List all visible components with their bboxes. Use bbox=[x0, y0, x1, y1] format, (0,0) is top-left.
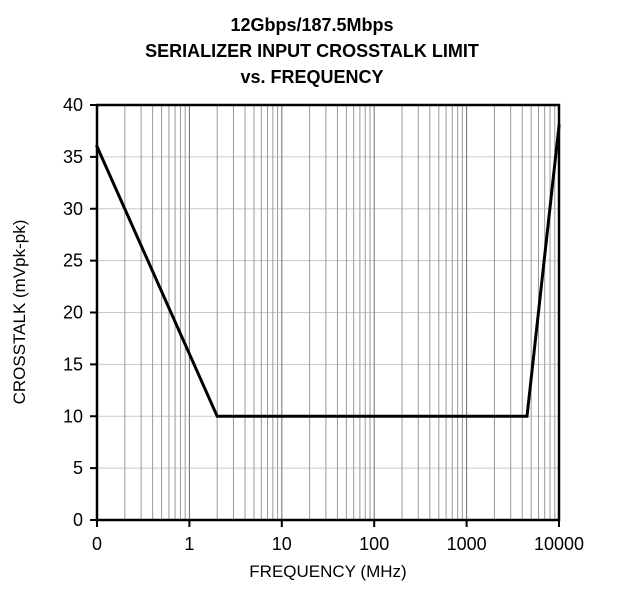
y-tick-label: 40 bbox=[63, 95, 83, 115]
x-tick-label: 0 bbox=[92, 534, 102, 554]
y-tick-label: 5 bbox=[73, 458, 83, 478]
y-tick-label: 10 bbox=[63, 406, 83, 426]
y-tick-label: 30 bbox=[63, 199, 83, 219]
y-tick-label: 35 bbox=[63, 147, 83, 167]
x-tick-label: 1000 bbox=[447, 534, 487, 554]
chart-title-line-1: 12Gbps/187.5Mbps bbox=[230, 15, 394, 35]
y-tick-label: 20 bbox=[63, 303, 83, 323]
x-tick-label: 100 bbox=[359, 534, 389, 554]
chart-title-line-2: SERIALIZER INPUT CROSSTALK LIMIT bbox=[145, 41, 479, 61]
y-axis-label: CROSSTALK (mVpk-pk) bbox=[10, 219, 29, 405]
x-axis-label: FREQUENCY (MHz) bbox=[249, 562, 407, 581]
y-tick-label: 0 bbox=[73, 510, 83, 530]
chart-title-line-3: vs. FREQUENCY bbox=[240, 67, 384, 87]
y-tick-label: 25 bbox=[63, 251, 83, 271]
y-tick-label: 15 bbox=[63, 354, 83, 374]
series-serializer-input-crosstalk-limit bbox=[95, 124, 561, 418]
chart-title: 12Gbps/187.5Mbps SERIALIZER INPUT CROSST… bbox=[0, 12, 624, 90]
x-tick-label: 10 bbox=[272, 534, 292, 554]
x-tick-label: 10000 bbox=[534, 534, 584, 554]
x-tick-label: 1 bbox=[184, 534, 194, 554]
